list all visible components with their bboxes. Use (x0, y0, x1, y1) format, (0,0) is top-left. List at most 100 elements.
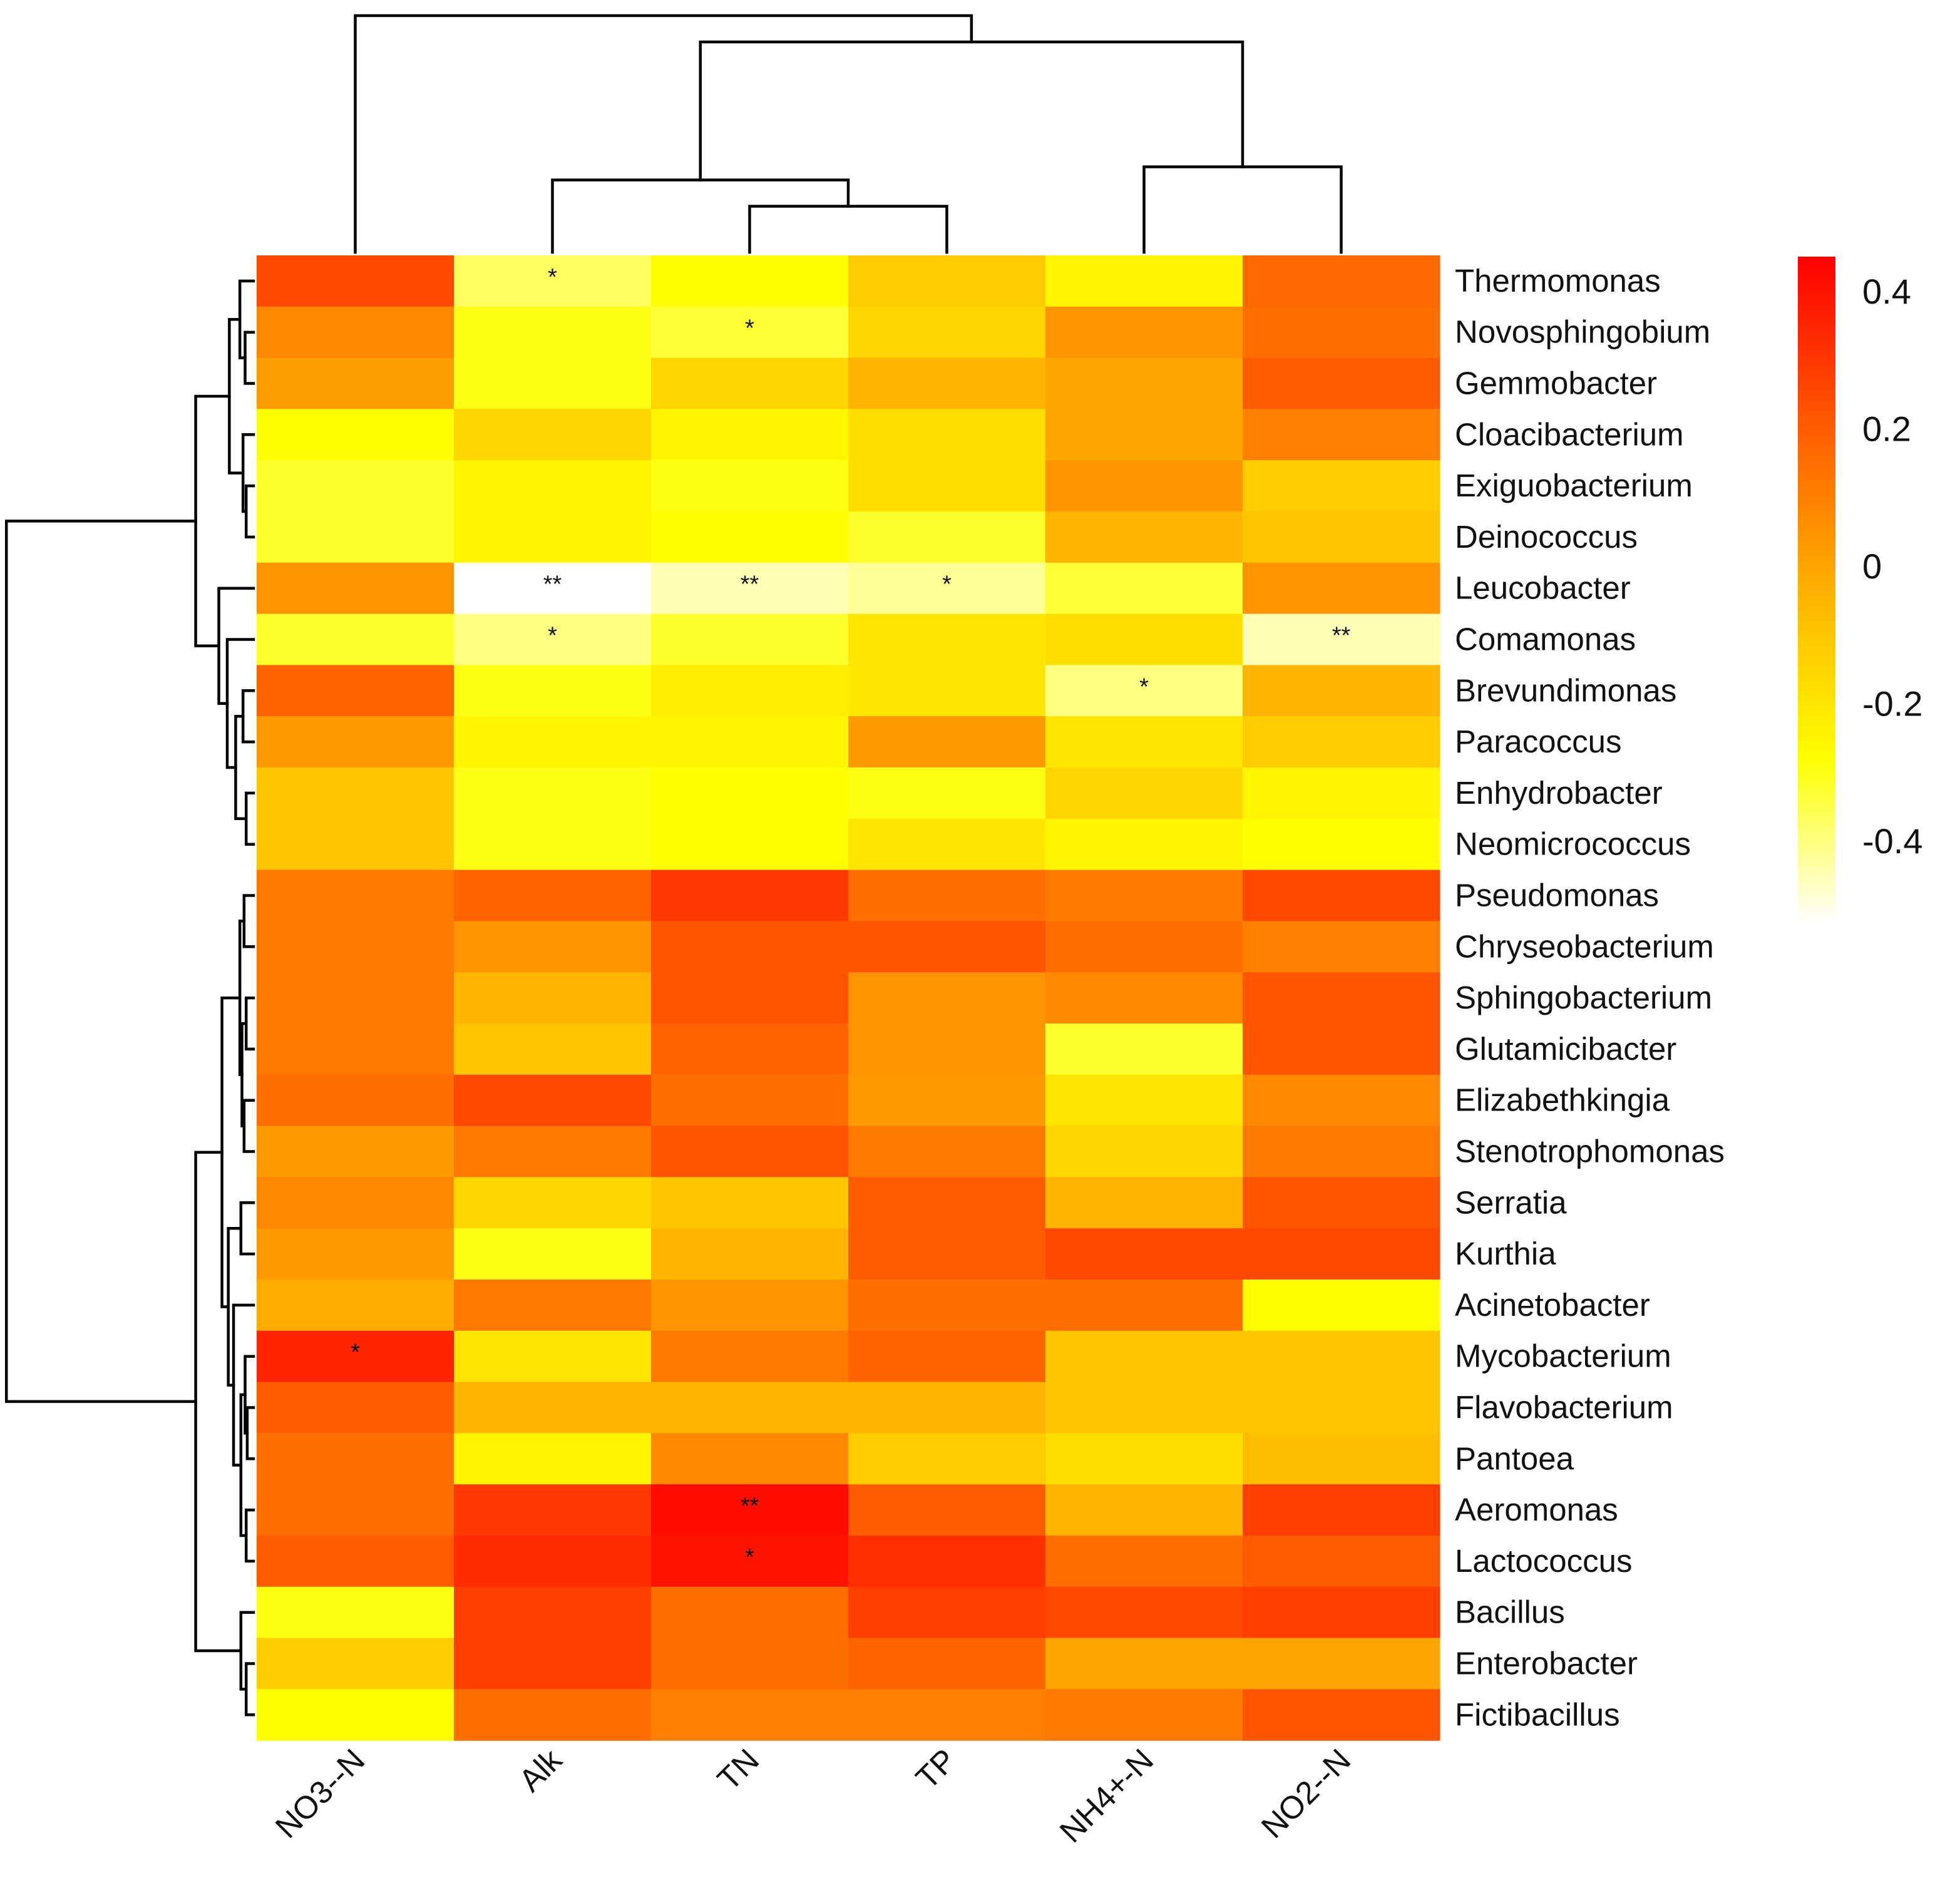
dendrogram-branch (551, 178, 850, 254)
heatmap-cell (257, 1586, 454, 1639)
heatmap-cell (848, 511, 1046, 563)
heatmap-cell (1243, 1484, 1440, 1536)
heatmap-cell (651, 460, 849, 512)
colorbar-ticks: 0.4 0.2 0 -0.2 -0.4 (1862, 272, 1923, 861)
heatmap-cell (1045, 1638, 1243, 1690)
heatmap-cell (1243, 613, 1440, 665)
row-labels: Thermomonas Novosphingobium Gemmobacter Clo… (1455, 263, 1725, 1732)
row-label: Lactococcus (1455, 1543, 1633, 1579)
significance-annotations: **** ** ** ******* (351, 264, 1350, 1571)
heatmap-cell (1243, 357, 1440, 409)
heatmap-cell (1045, 818, 1243, 871)
heatmap-cell (454, 409, 652, 461)
row-label: Comamonas (1455, 622, 1636, 657)
heatmap-cell (454, 1433, 652, 1485)
heatmap-cell (454, 972, 652, 1024)
row-label: Fictibacillus (1455, 1696, 1620, 1732)
heatmap-cell (257, 1228, 454, 1280)
heatmap-cell (1243, 818, 1440, 871)
heatmap-cell (1045, 357, 1243, 409)
heatmap-cell (1243, 1586, 1440, 1639)
heatmap-cell (651, 767, 849, 819)
heatmap-cell (1045, 870, 1243, 921)
heatmap-cell (848, 306, 1046, 359)
row-label: Sphingobacterium (1455, 980, 1712, 1015)
heatmap-cell (651, 870, 849, 921)
heatmap-cell (454, 1330, 652, 1383)
heatmap-cell (1045, 613, 1243, 665)
heatmap-cell (1045, 1433, 1243, 1485)
heatmap-cell (651, 1074, 849, 1127)
heatmap-cell (848, 972, 1046, 1024)
color-legend: 0.4 0.2 0 -0.2 -0.4 (1798, 257, 1923, 923)
heatmap-cell (454, 511, 652, 563)
heatmap-cell (454, 1638, 652, 1690)
significance-star: ** (741, 1493, 759, 1519)
heatmap-cell (651, 716, 849, 768)
colorbar-tick-label: 0 (1862, 546, 1882, 586)
significance-star: * (351, 1340, 360, 1366)
column-label: TN (711, 1742, 766, 1797)
heatmap-cell (257, 767, 454, 819)
heatmap-cell (1045, 716, 1243, 768)
heatmap-cell (257, 1382, 454, 1434)
row-label: Exiguobacterium (1455, 468, 1693, 503)
row-label: Elizabethkingia (1455, 1082, 1670, 1118)
heatmap-cell (1243, 1280, 1440, 1331)
heatmap-cell (848, 665, 1046, 717)
heatmap-cell (848, 357, 1046, 409)
heatmap-cell (848, 1484, 1046, 1536)
colorbar-tick-label: 0.4 (1862, 272, 1911, 311)
colorbar (1798, 257, 1835, 923)
significance-star: * (942, 572, 952, 598)
row-label: Glutamicibacter (1455, 1031, 1676, 1067)
heatmap-cell (848, 870, 1046, 921)
heatmap-cell (1243, 409, 1440, 461)
heatmap-cell (1045, 460, 1243, 512)
heatmap-cell (651, 511, 849, 563)
heatmap-cell (257, 921, 454, 973)
heatmap-cell (1243, 1126, 1440, 1178)
heatmap-cell (1045, 1228, 1243, 1280)
heatmap-cell (1045, 1126, 1243, 1178)
heatmap-cell (454, 1074, 652, 1127)
row-label: Acinetobacter (1455, 1287, 1650, 1323)
heatmap-cell (848, 1382, 1046, 1434)
dendrogram-branch (194, 394, 231, 647)
heatmap-cell (257, 870, 454, 921)
significance-star: * (1139, 674, 1149, 700)
significance-star: * (548, 623, 557, 649)
dendrogram-branch (699, 40, 1244, 182)
heatmap-cell (651, 1638, 849, 1690)
heatmap-cell (651, 665, 849, 717)
heatmap-cell (651, 1228, 849, 1280)
row-label: Kurthia (1455, 1236, 1556, 1271)
heatmap-cell (651, 1177, 849, 1229)
heatmap-cell (848, 1228, 1046, 1280)
significance-star: ** (543, 572, 562, 598)
row-label: Enhydrobacter (1455, 775, 1663, 811)
heatmap-cell (257, 1638, 454, 1690)
heatmap-cell (651, 921, 849, 973)
heatmap-cell (454, 870, 652, 921)
heatmap-cell (1243, 460, 1440, 512)
heatmap-cell (257, 1536, 454, 1588)
heatmap-cell (651, 1536, 849, 1588)
heatmap-cell (651, 1330, 849, 1383)
heatmap-cell (651, 255, 849, 307)
row-dendrogram (4, 279, 255, 1716)
heatmap-cell (1243, 1689, 1440, 1741)
significance-star: * (745, 316, 754, 342)
heatmap-cell (454, 716, 652, 768)
dendrogram-branch (354, 14, 973, 254)
heatmap-cell (848, 1024, 1046, 1075)
heatmap-cell (454, 562, 652, 615)
heatmap-cell (454, 1177, 652, 1229)
row-label: Neomicrococcus (1455, 826, 1691, 862)
heatmap-cell (454, 1126, 652, 1178)
heatmap-cell (651, 1484, 849, 1536)
heatmap-cell (848, 1586, 1046, 1639)
heatmap-cell (454, 1484, 652, 1536)
heatmap-cell (1243, 1536, 1440, 1588)
heatmap-cell (1045, 1586, 1243, 1639)
